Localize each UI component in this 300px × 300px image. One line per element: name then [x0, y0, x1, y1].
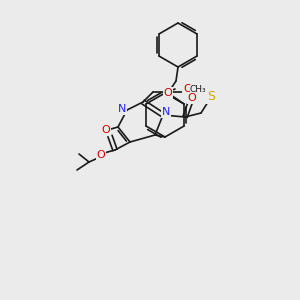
Text: N: N	[162, 107, 170, 117]
Text: O: O	[164, 88, 172, 98]
Text: S: S	[207, 91, 215, 103]
Text: O: O	[102, 125, 110, 135]
Text: N: N	[118, 104, 126, 114]
Text: O: O	[188, 93, 196, 103]
Text: O: O	[97, 150, 105, 160]
Text: O: O	[183, 84, 192, 94]
Text: CH₃: CH₃	[190, 85, 207, 94]
